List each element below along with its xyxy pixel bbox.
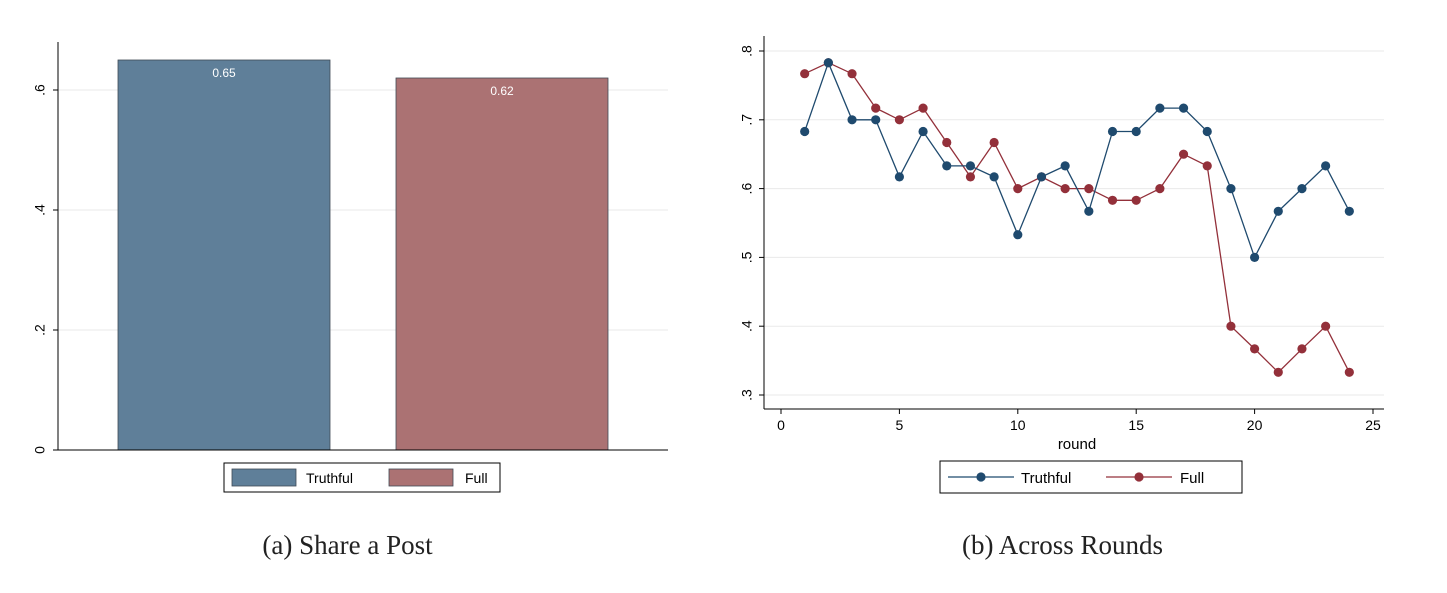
point-full: [965, 172, 976, 182]
point-full: [1297, 344, 1307, 354]
x-axis-label: round: [1058, 436, 1096, 453]
point-truthful: [1155, 103, 1165, 113]
point-full: [1321, 321, 1331, 331]
bar-truthful: [117, 59, 331, 451]
x-tick-label: 25: [1365, 417, 1381, 433]
y-tick-label: .4: [739, 320, 755, 332]
point-truthful: [1178, 103, 1189, 113]
point-full: [918, 103, 928, 113]
point-full: [989, 137, 999, 148]
point-truthful: [1273, 206, 1283, 216]
point-full: [800, 69, 810, 79]
series-line-truthful: [804, 60, 1350, 260]
x-tick-label: 20: [1247, 417, 1263, 433]
point-full: [1344, 367, 1354, 377]
y-tick-label: .4: [32, 204, 48, 216]
point-truthful: [918, 126, 928, 137]
bar-chart-caption: (a) Share a Post: [262, 530, 433, 560]
point-full: [1107, 195, 1118, 205]
y-tick-label: .7: [739, 114, 755, 126]
point-full: [1084, 184, 1094, 194]
point-truthful: [800, 126, 810, 137]
point-truthful: [1344, 206, 1354, 216]
y-tick-label: .6: [32, 84, 48, 96]
point-truthful: [894, 172, 904, 182]
point-truthful: [1060, 161, 1070, 171]
point-full: [1250, 344, 1260, 354]
line-chart: .3 .4 .5 .6 .7 .8 0 5 10 15 20 25 round Truthful Full: [739, 36, 1384, 494]
bar-full: [395, 77, 609, 451]
y-tick-label: .6: [739, 183, 755, 195]
legend-label: Full: [465, 470, 488, 486]
point-truthful: [1202, 126, 1212, 137]
legend-label: Truthful: [306, 470, 353, 486]
legend-swatch-truthful: [231, 468, 297, 487]
legend-label: Full: [1180, 470, 1204, 487]
point-full: [1013, 184, 1023, 194]
legend-label: Truthful: [1021, 470, 1071, 487]
point-truthful: [1107, 126, 1118, 137]
y-tick-label: .2: [32, 324, 48, 336]
bar-chart: 0 .2 .4 .6 0.65 0.62 Truthful Full: [32, 42, 668, 493]
line-chart-panel: .3 .4 .5 .6 .7 .8 0 5 10 15 20 25 round Truthful Full: [722, 24, 1402, 516]
point-full: [847, 69, 857, 79]
x-tick-label: 5: [896, 417, 904, 433]
point-full: [1155, 184, 1165, 194]
x-tick-label: 0: [777, 417, 785, 433]
point-truthful: [1321, 161, 1331, 171]
point-full: [1273, 367, 1283, 377]
x-tick-label: 15: [1128, 417, 1144, 433]
point-truthful: [1013, 230, 1023, 240]
point-full: [1060, 184, 1070, 194]
point-full: [894, 115, 904, 125]
point-truthful: [1226, 184, 1236, 194]
legend-marker-truthful: [976, 472, 986, 482]
point-truthful: [871, 115, 881, 125]
point-full: [1226, 321, 1236, 331]
point-truthful: [1131, 126, 1141, 137]
bar-value-label: 0.62: [490, 84, 514, 98]
legend-swatch-full: [388, 468, 454, 487]
y-tick-label: .3: [739, 389, 755, 401]
point-full: [1202, 161, 1212, 171]
point-truthful: [1250, 252, 1260, 262]
bar-value-label: 0.65: [212, 66, 236, 80]
point-full: [1131, 195, 1141, 205]
point-full: [942, 137, 952, 148]
y-tick-label: .5: [739, 251, 755, 263]
point-truthful: [989, 172, 999, 182]
line-chart-caption: (b) Across Rounds: [962, 530, 1163, 560]
bar-chart-panel: 0 .2 .4 .6 0.65 0.62 Truthful Full: [8, 24, 686, 516]
point-truthful: [823, 58, 833, 68]
point-truthful: [1036, 172, 1047, 182]
y-tick-label: .8: [739, 45, 755, 57]
point-truthful: [1297, 184, 1307, 194]
y-tick-label: 0: [32, 446, 48, 454]
point-truthful: [965, 161, 976, 171]
point-truthful: [942, 161, 952, 171]
point-truthful: [847, 115, 857, 125]
x-tick-label: 10: [1010, 417, 1026, 433]
point-full: [871, 103, 881, 113]
point-truthful: [1084, 206, 1094, 216]
legend-marker-full: [1134, 472, 1144, 482]
point-full: [1178, 149, 1189, 159]
